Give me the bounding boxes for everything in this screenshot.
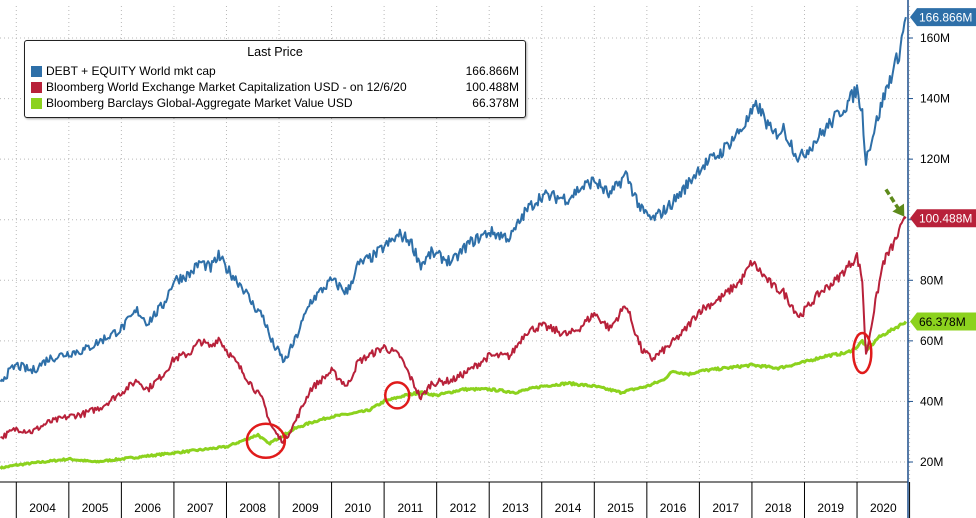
last-value-badge: 100.488M <box>910 209 976 228</box>
x-tick-label: 2009 <box>292 501 319 515</box>
x-tick-label: 2012 <box>450 501 477 515</box>
annotation-circle <box>384 381 411 410</box>
x-tick-label: 2018 <box>765 501 792 515</box>
last-value-badge-bg <box>910 312 976 331</box>
legend-label-debt-equity: DEBT + EQUITY World mkt cap <box>46 64 216 78</box>
x-tick-label: 2004 <box>29 501 56 515</box>
legend-value-debt-equity: 166.866M <box>465 64 519 78</box>
series-debt-equity-line <box>0 16 907 383</box>
legend-entry-debt-equity: DEBT + EQUITY World mkt cap 166.866M <box>31 63 519 79</box>
x-tick-label: 2007 <box>187 501 214 515</box>
x-tick-label: 2008 <box>239 501 266 515</box>
annotation-circle <box>852 331 873 375</box>
legend-swatch-world-exchange <box>31 81 42 93</box>
x-tick-label: 2016 <box>660 501 687 515</box>
legend-swatch-global-aggregate <box>31 97 42 109</box>
annotation-arrow-head <box>892 203 905 217</box>
y-tick-label: 160M <box>920 31 950 45</box>
y-tick-label: 80M <box>920 273 943 287</box>
x-tick-label: 2020 <box>870 501 897 515</box>
legend-title: Last Price <box>247 45 303 59</box>
legend-value-global-aggregate: 66.378M <box>472 96 519 110</box>
y-tick-label: 40M <box>920 394 943 408</box>
annotation-circle <box>245 422 287 460</box>
x-tick-label: 2013 <box>502 501 529 515</box>
legend-label-global-aggregate: Bloomberg Barclays Global-Aggregate Mark… <box>46 96 353 110</box>
x-tick-label: 2006 <box>134 501 161 515</box>
legend-swatch-debt-equity <box>31 65 42 77</box>
last-value-badge: 66.378M <box>910 312 976 331</box>
x-tick-label: 2015 <box>607 501 634 515</box>
last-value-badge-label: 100.488M <box>919 212 972 226</box>
last-value-badge-label: 166.866M <box>919 11 972 25</box>
x-tick-label: 2010 <box>344 501 371 515</box>
legend-entry-global-aggregate: Bloomberg Barclays Global-Aggregate Mark… <box>31 95 519 111</box>
x-tick-label: 2011 <box>397 501 423 515</box>
last-value-badge-bg <box>910 8 976 27</box>
legend-value-world-exchange: 100.488M <box>465 80 519 94</box>
y-tick-label: 20M <box>920 455 943 469</box>
y-tick-label: 120M <box>920 152 950 166</box>
last-value-badge-label: 66.378M <box>919 315 966 329</box>
legend-label-world-exchange: Bloomberg World Exchange Market Capitali… <box>46 80 407 94</box>
last-value-badge-bg <box>910 209 976 228</box>
chart-legend: Last Price DEBT + EQUITY World mkt cap 1… <box>24 40 526 118</box>
x-tick-label: 2005 <box>82 501 109 515</box>
last-value-badge: 166.866M <box>910 8 976 27</box>
x-tick-label: 2017 <box>712 501 739 515</box>
y-tick-label: 60M <box>920 334 943 348</box>
series-world-exchange-line <box>0 216 907 444</box>
legend-entry-world-exchange: Bloomberg World Exchange Market Capitali… <box>31 79 519 95</box>
y-tick-label: 140M <box>920 92 950 106</box>
x-tick-label: 2019 <box>817 501 844 515</box>
series-global-aggregate-line <box>0 320 908 470</box>
x-tick-label: 2014 <box>555 501 582 515</box>
